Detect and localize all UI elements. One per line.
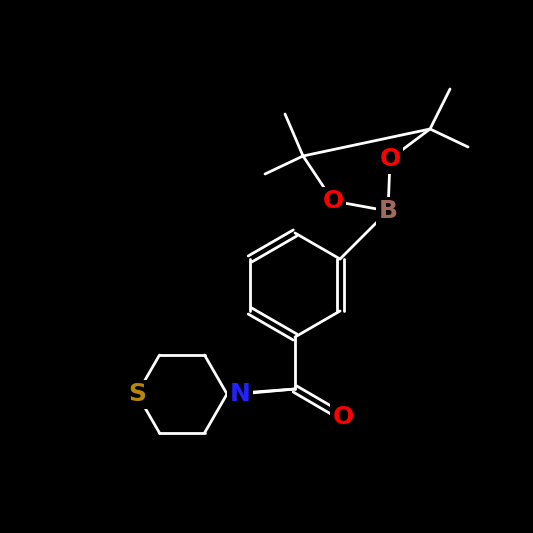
Text: O: O — [322, 189, 344, 213]
Text: S: S — [128, 382, 146, 406]
Text: O: O — [333, 405, 353, 429]
Text: N: N — [230, 382, 251, 406]
Text: O: O — [379, 147, 401, 171]
Text: B: B — [378, 199, 398, 223]
